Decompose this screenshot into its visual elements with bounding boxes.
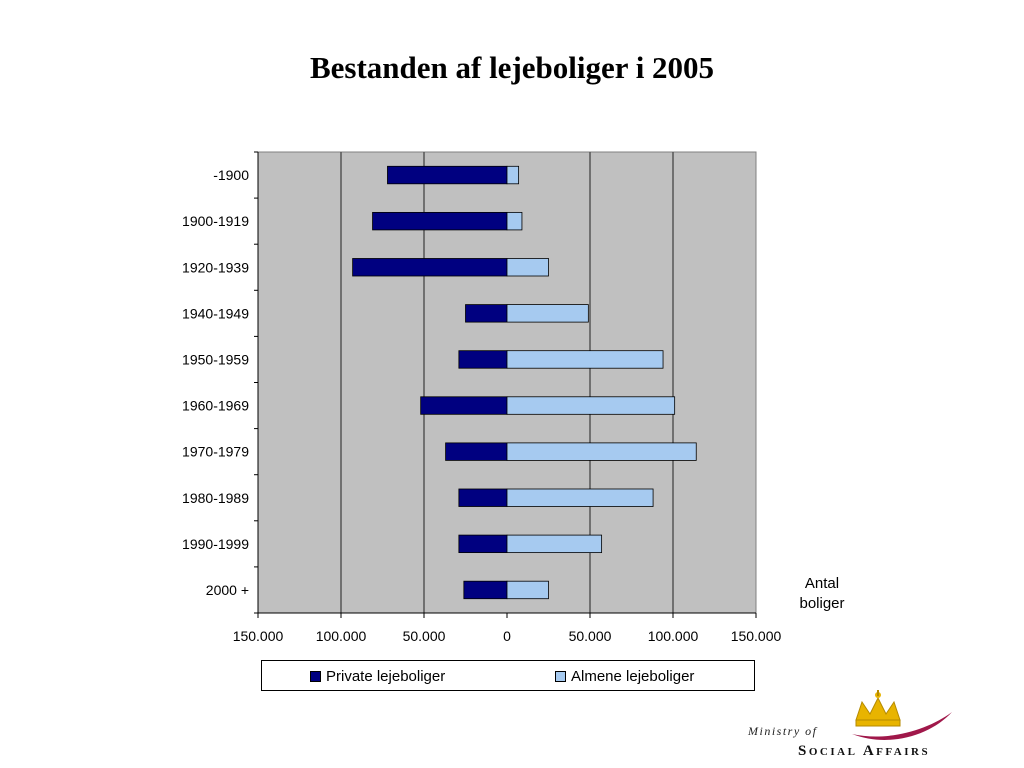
bar-private	[445, 442, 508, 461]
crown-icon	[852, 690, 952, 740]
y-tick-label: 1900-1919	[182, 213, 249, 229]
y-tick-label: 2000 +	[206, 582, 249, 598]
x-tick-label: 0	[503, 628, 511, 644]
bar-almene	[506, 350, 664, 369]
y-tick-label: 1950-1959	[182, 351, 249, 367]
x-tick-label: 100.000	[316, 628, 367, 644]
y-tick-label: 1940-1949	[182, 305, 249, 321]
bar-almene	[506, 534, 603, 554]
bar-almene	[506, 211, 523, 231]
legend-swatch-private	[310, 671, 321, 682]
bar-private	[387, 165, 508, 185]
bar-almene	[506, 165, 520, 185]
y-tick-label: 1980-1989	[182, 490, 249, 506]
logo-text-line2: Social Affairs	[798, 743, 931, 759]
x-tick-label: 50.000	[403, 628, 446, 644]
x-tick-label: 150.000	[731, 628, 782, 644]
legend-item-private: Private lejeboliger	[310, 668, 445, 685]
unit-label-line1: Antal	[804, 575, 840, 592]
y-tick-label: 1960-1969	[182, 398, 249, 414]
bar-almene	[506, 396, 676, 415]
x-tick-label: 150.000	[233, 628, 284, 644]
y-tick-label: 1970-1979	[182, 444, 249, 460]
bar-chart: 150.000 100.000 50.000 0 50.000 100.000 150.00…	[182, 151, 782, 644]
bar-almene	[506, 580, 549, 600]
x-axis-unit-label: Antal boliger	[782, 574, 862, 614]
y-tick-label: 1990-1999	[182, 536, 249, 552]
bar-private	[458, 534, 508, 554]
legend-item-almene: Almene lejeboliger	[555, 668, 694, 685]
bar-almene	[506, 442, 697, 461]
y-tick-label: 1920-1939	[182, 259, 249, 275]
bar-private	[372, 211, 508, 231]
legend-swatch-almene	[555, 671, 566, 682]
bar-private	[463, 580, 508, 600]
unit-label-line2: boliger	[799, 595, 845, 612]
bar-private	[420, 396, 508, 415]
x-tick-label: 100.000	[648, 628, 699, 644]
bar-almene	[506, 304, 589, 323]
legend-label-private: Private lejeboliger	[326, 668, 446, 685]
bar-almene	[506, 488, 654, 507]
ministry-logo: Ministry of Social Affairs	[748, 690, 958, 762]
slide-title: Bestanden af lejeboliger i 2005	[309, 50, 715, 85]
legend-label-almene: Almene lejeboliger	[571, 668, 695, 685]
bar-private	[352, 258, 508, 277]
y-tick-label: -1900	[213, 167, 249, 183]
x-tick-label: 50.000	[569, 628, 612, 644]
bar-private	[458, 350, 508, 369]
bar-private	[458, 488, 508, 507]
chart-legend: Private lejeboliger Almene lejeboliger	[261, 660, 755, 691]
bar-almene	[506, 258, 549, 277]
logo-text-line1: Ministry of	[748, 724, 818, 738]
bar-private	[465, 304, 508, 323]
